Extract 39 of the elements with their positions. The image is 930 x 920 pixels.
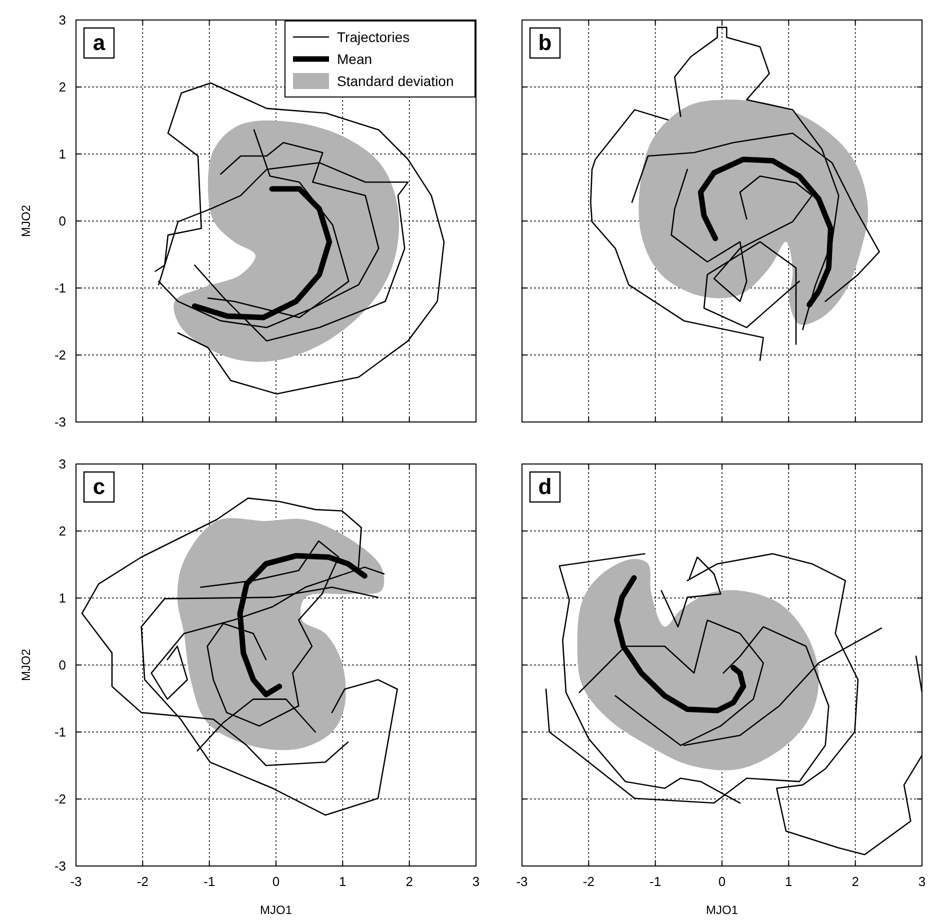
x-tick-label: -2 — [136, 874, 148, 889]
text: a — [92, 30, 106, 55]
x-tick-label: 0 — [272, 874, 280, 889]
y-tick-label: 3 — [58, 456, 66, 472]
x-axis-title: MJO1 — [706, 903, 738, 917]
y-tick-label: 1 — [58, 146, 66, 162]
x-tick-label: 0 — [718, 874, 726, 889]
legend-label: Mean — [337, 50, 372, 67]
y-tick-label: -1 — [54, 280, 66, 296]
x-tick-label: 3 — [918, 874, 926, 889]
y-tick-label: -1 — [54, 724, 66, 740]
x-tick-label: -1 — [204, 874, 216, 889]
x-tick-label: 1 — [339, 874, 346, 889]
x-tick-label: 2 — [852, 874, 859, 889]
legend-label: Trajectories — [337, 28, 410, 45]
y-tick-label: 0 — [58, 658, 66, 673]
y-tick-label: -2 — [54, 792, 66, 807]
x-tick-label: -3 — [516, 874, 528, 889]
text: c — [92, 474, 106, 499]
y-tick-label: 0 — [58, 214, 66, 229]
text: d — [538, 474, 552, 499]
x-tick-label: 1 — [785, 874, 792, 889]
x-tick-label: -3 — [70, 874, 82, 889]
x-tick-label: 3 — [472, 874, 480, 889]
y-tick-label: -3 — [54, 414, 66, 430]
y-tick-label: -3 — [54, 858, 66, 874]
y-tick-label: 2 — [58, 80, 66, 95]
y-tick-label: -2 — [54, 348, 66, 363]
text: b — [538, 30, 552, 55]
y-axis-title: MJO2 — [19, 648, 33, 682]
legend-label: Standard deviation — [337, 72, 454, 89]
x-tick-label: 2 — [406, 874, 413, 889]
y-tick-label: 3 — [58, 12, 66, 28]
y-axis-title: MJO2 — [19, 204, 33, 238]
x-tick-label: -1 — [650, 874, 662, 889]
y-tick-label: 1 — [58, 590, 66, 606]
y-tick-label: 2 — [58, 524, 66, 539]
x-axis-title: MJO1 — [260, 903, 292, 917]
x-tick-label: -2 — [582, 874, 594, 889]
